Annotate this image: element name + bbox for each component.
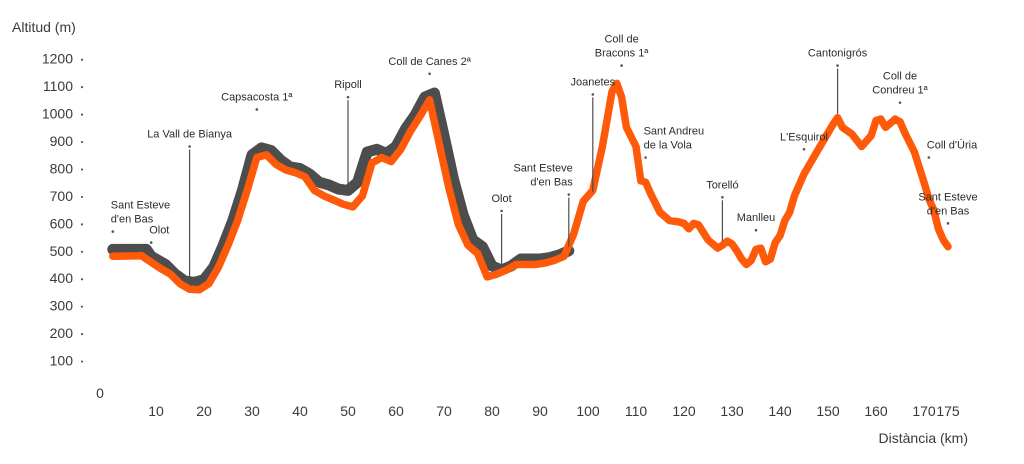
y-tick-label: 200	[50, 325, 74, 341]
series-line-shadow	[107, 87, 575, 288]
y-axis-title: Altitud (m)	[12, 19, 76, 35]
annotation-dot	[591, 93, 595, 96]
annotation-label: Coll de Canes 2ª	[388, 56, 471, 68]
x-axis-title: Distància (km)	[879, 430, 968, 446]
y-tick-dot	[80, 250, 84, 253]
y-tick-label: 1100	[43, 78, 73, 94]
annotation-dot	[346, 95, 350, 99]
annotation-label: Joanetes	[570, 76, 615, 88]
x-tick-label: 70	[436, 403, 452, 419]
x-tick-label: 50	[340, 403, 356, 419]
annotation-label: Coll d'Úria	[927, 139, 978, 152]
x-tick-label: 140	[768, 403, 792, 419]
annotation-label: Condreu 1ª	[872, 85, 928, 97]
annotation-label: Ripoll	[334, 79, 362, 91]
annotation-label: L'Esquirol	[780, 131, 828, 143]
y-tick-label: 700	[50, 188, 74, 204]
annotation-label: d'en Bas	[111, 214, 154, 226]
x-tick-label: 110	[625, 403, 648, 419]
y-tick-label: 900	[50, 133, 74, 149]
annotation-dot	[188, 145, 191, 148]
x-tick-label: 120	[672, 403, 696, 419]
annotation-dot	[927, 156, 931, 159]
y-tick-dot	[80, 305, 84, 308]
x-tick-label: 30	[244, 403, 260, 419]
annotation-label: La Vall de Bianya	[147, 129, 233, 141]
x-tick-label: 60	[388, 403, 404, 419]
annotation-dot	[754, 228, 758, 232]
annotation-label: de la Vola	[644, 140, 693, 152]
y-axis-ticks: 100 200 300 400 500 600 700 800 900 1000 1100 1200	[42, 51, 84, 369]
y-tick-label: 800	[50, 160, 74, 176]
annotation-dot	[620, 64, 623, 67]
x-origin-label: 0	[96, 385, 104, 401]
y-tick-label: 100	[50, 353, 74, 369]
series-line-route	[109, 79, 952, 294]
x-tick-label: 80	[484, 403, 500, 419]
y-tick-label: 300	[50, 298, 74, 314]
y-tick-label: 400	[50, 270, 74, 286]
x-tick-label: 130	[720, 403, 744, 419]
y-tick-dot	[80, 360, 84, 363]
y-tick-dot	[80, 113, 84, 116]
y-tick-dot	[80, 58, 84, 61]
annotation-dot	[567, 193, 571, 196]
annotation-label: Coll de	[604, 34, 638, 46]
annotation-label: Cantonigrós	[808, 48, 868, 60]
annotation-dot	[111, 230, 115, 233]
annotation-dot	[149, 241, 153, 244]
annotation-label: Sant Esteve	[513, 163, 572, 175]
x-tick-label: 20	[196, 403, 212, 419]
annotation-label: Manlleu	[737, 212, 776, 224]
annotation-dot	[802, 147, 806, 151]
y-tick-label: 600	[50, 215, 74, 231]
annotation-label: Olot	[492, 193, 512, 205]
y-tick-dot	[80, 278, 84, 281]
annotation-dot	[898, 101, 902, 104]
profile-lines	[107, 79, 952, 294]
annotation-dot	[428, 72, 431, 76]
x-tick-label: 40	[292, 403, 308, 419]
y-tick-dot	[80, 223, 84, 226]
x-axis-ticks: 10 20 30 40 50 60 70 80 90 100 110 120 130 140 150 160 1…	[148, 403, 960, 419]
y-tick-dot	[80, 168, 84, 171]
y-tick-label: 1000	[42, 106, 73, 122]
annotation-label: Capsacosta 1ª	[221, 91, 293, 103]
annotation-label: d'en Bas	[927, 205, 970, 217]
annotation-label: Sant Andreu	[644, 126, 705, 138]
annotation-label: Olot	[149, 225, 169, 237]
y-tick-dot	[80, 333, 84, 336]
x-tick-label: 90	[532, 403, 548, 419]
annotation-label: Sant Esteve	[111, 200, 170, 212]
y-tick-label: 500	[50, 243, 74, 259]
annotation-label: Bracons 1ª	[595, 48, 650, 60]
x-tick-label: 150	[816, 403, 840, 419]
y-tick-dot	[80, 195, 84, 199]
annotation-dot	[836, 64, 839, 67]
annotation-dot	[255, 108, 259, 111]
x-tick-label: 100	[576, 403, 600, 419]
x-tick-label: 175	[936, 403, 960, 419]
y-tick-label: 1200	[42, 51, 73, 67]
y-tick-dot	[80, 86, 84, 89]
annotation-dot	[721, 195, 724, 199]
annotation-label: Sant Esteve	[918, 191, 977, 203]
x-tick-label: 10	[148, 403, 164, 419]
annotation-dot	[946, 222, 950, 225]
x-tick-label: 170	[912, 403, 936, 419]
annotation-label: Coll de	[883, 71, 917, 83]
annotation-label: d'en Bas	[530, 177, 573, 189]
annotation-dot	[644, 156, 647, 159]
annotation-dot	[500, 209, 503, 213]
x-tick-label: 160	[864, 403, 888, 419]
annotation-label: Torelló	[706, 179, 738, 191]
y-tick-dot	[80, 140, 84, 144]
